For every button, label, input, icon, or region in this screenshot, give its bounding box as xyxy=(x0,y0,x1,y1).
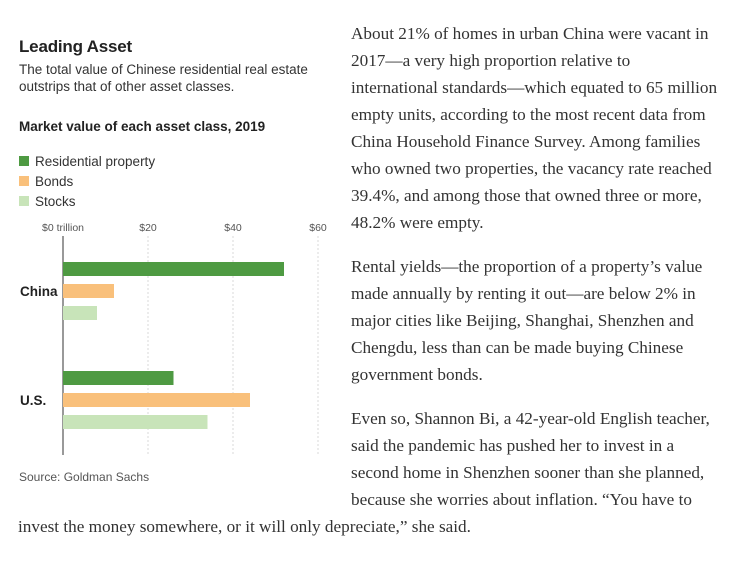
category-label: U.S. xyxy=(20,393,46,408)
bar-us-2 xyxy=(63,415,208,429)
bar-china-2 xyxy=(63,306,97,320)
legend-swatch-residential xyxy=(19,156,29,166)
chart-heading: Market value of each asset class, 2019 xyxy=(19,119,266,134)
legend-label-residential: Residential property xyxy=(35,153,156,169)
x-tick-label: $60 xyxy=(309,222,327,234)
legend-swatch-stocks xyxy=(19,196,29,206)
bar-chart: $0 trillion $20 $40 $60 China U.S. xyxy=(20,222,327,455)
article-paragraph-3: Even so, Shannon Bi, a 42-year-old Engli… xyxy=(18,409,710,536)
legend-swatch-bonds xyxy=(19,176,29,186)
chart-subtitle: The total value of Chinese residential r… xyxy=(19,62,308,94)
legend-item-residential: Residential property xyxy=(19,151,155,171)
chart-source: Source: Goldman Sachs xyxy=(19,470,150,484)
chart-float-spacer xyxy=(18,20,351,494)
chart-panel: Leading Asset The total value of Chinese… xyxy=(0,0,330,500)
bar-us-1 xyxy=(63,393,250,407)
x-tick-label: $40 xyxy=(224,222,242,234)
x-tick-label: $20 xyxy=(139,222,157,234)
legend-item-stocks: Stocks xyxy=(19,191,155,211)
article-paragraph-1: About 21% of homes in urban China were v… xyxy=(351,24,718,232)
legend-label-stocks: Stocks xyxy=(35,193,76,209)
article-paragraph-2: Rental yields—the proportion of a proper… xyxy=(351,257,703,384)
article-body: About 21% of homes in urban China were v… xyxy=(18,20,718,557)
bar-china-0 xyxy=(63,262,284,276)
bar-china-1 xyxy=(63,284,114,298)
chart-title: Leading Asset xyxy=(19,37,132,56)
legend-label-bonds: Bonds xyxy=(35,173,74,189)
chart-legend: Residential property Bonds Stocks xyxy=(19,151,155,211)
legend-item-bonds: Bonds xyxy=(19,171,155,191)
category-label: China xyxy=(20,284,58,299)
x-tick-label: $0 trillion xyxy=(42,222,84,234)
bar-us-0 xyxy=(63,371,174,385)
